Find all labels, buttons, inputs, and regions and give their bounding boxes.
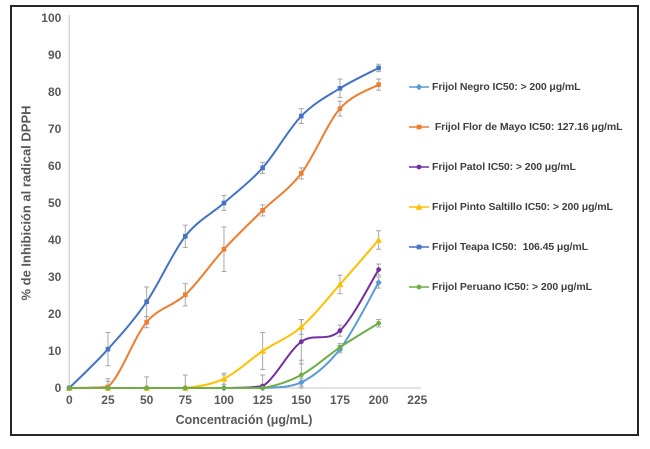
y-tick-label: 30 (48, 270, 62, 284)
error-bars (105, 63, 382, 389)
y-tick-label: 80 (48, 85, 62, 99)
x-tick-label: 50 (140, 393, 154, 407)
legend-item-frijol-negro: Frijol Negro IC50: > 200 μg/mL (408, 76, 622, 98)
y-tick-label: 60 (48, 159, 62, 173)
x-tick-label: 125 (253, 393, 273, 407)
legend-item-frijol-patol: Frijol Patol IC50: > 200 μg/mL (408, 156, 622, 178)
y-tick-label: 50 (48, 196, 62, 210)
x-tick-label: 225 (407, 393, 427, 407)
series-frijol-peruano (66, 320, 382, 391)
series-line-frijol-patol (68, 268, 380, 389)
y-tick-label: 0 (55, 381, 62, 395)
legend-label-frijol-peruano: Frijol Peruano IC50: > 200 μg/mL (432, 281, 592, 293)
x-axis-title: Concentración (μg/mL) (175, 413, 313, 427)
legend-marker-frijol-teapa-icon (409, 244, 429, 250)
legend-label-frijol-patol: Frijol Patol IC50: > 200 μg/mL (432, 161, 576, 173)
legend-item-frijol-peruano: Frijol Peruano IC50: > 200 μg/mL (408, 276, 622, 298)
x-tick-label: 25 (101, 393, 115, 407)
legend-item-frijol-pinto-saltillo: Frijol Pinto Saltillo IC50: > 200 μg/mL (408, 196, 622, 218)
y-tick-label: 40 (48, 233, 62, 247)
x-tick-label: 200 (369, 393, 389, 407)
x-tick-label: 175 (330, 393, 350, 407)
legend: Frijol Negro IC50: > 200 μg/mL Frijol Fl… (408, 76, 623, 316)
legend-label-frijol-pinto-saltillo: Frijol Pinto Saltillo IC50: > 200 μg/mL (432, 201, 613, 213)
legend-item-frijol-flor-de-mayo: Frijol Flor de Mayo IC50: 127.16 μg/mL (408, 116, 623, 138)
y-tick-label: 10 (48, 344, 62, 358)
x-tick-label: 0 (66, 393, 73, 407)
legend-marker-frijol-patol-icon (409, 164, 429, 170)
legend-marker-frijol-pinto-saltillo-icon (409, 203, 429, 210)
tick-labels: 0 10 20 30 40 50 60 70 80 90 100 0 25 50 75 100 125 150 17… (41, 11, 427, 407)
legend-item-frijol-teapa: Frijol Teapa IC50: 106.45 μg/mL (408, 236, 622, 258)
x-tick-label: 75 (179, 393, 193, 407)
legend-label-frijol-flor-de-mayo: Frijol Flor de Mayo IC50: 127.16 μg/mL (432, 121, 623, 133)
legend-marker-frijol-flor-de-mayo-icon (409, 124, 429, 130)
series-frijol-patol (66, 267, 382, 391)
y-tick-label: 20 (48, 307, 62, 321)
y-tick-label: 70 (48, 122, 62, 136)
y-tick-label: 100 (41, 11, 61, 25)
x-tick-label: 150 (291, 393, 311, 407)
y-tick-label: 90 (48, 48, 62, 62)
y-axis-title: % de Inhibición al radical DPPH (18, 105, 34, 301)
legend-label-frijol-teapa: Frijol Teapa IC50: 106.45 μg/mL (432, 241, 588, 253)
legend-label-frijol-negro: Frijol Negro IC50: > 200 μg/mL (432, 81, 581, 93)
legend-marker-frijol-negro-icon (409, 83, 429, 91)
x-tick-label: 100 (214, 393, 234, 407)
chart-frame (10, 5, 639, 436)
legend-marker-frijol-peruano-icon (409, 284, 429, 290)
